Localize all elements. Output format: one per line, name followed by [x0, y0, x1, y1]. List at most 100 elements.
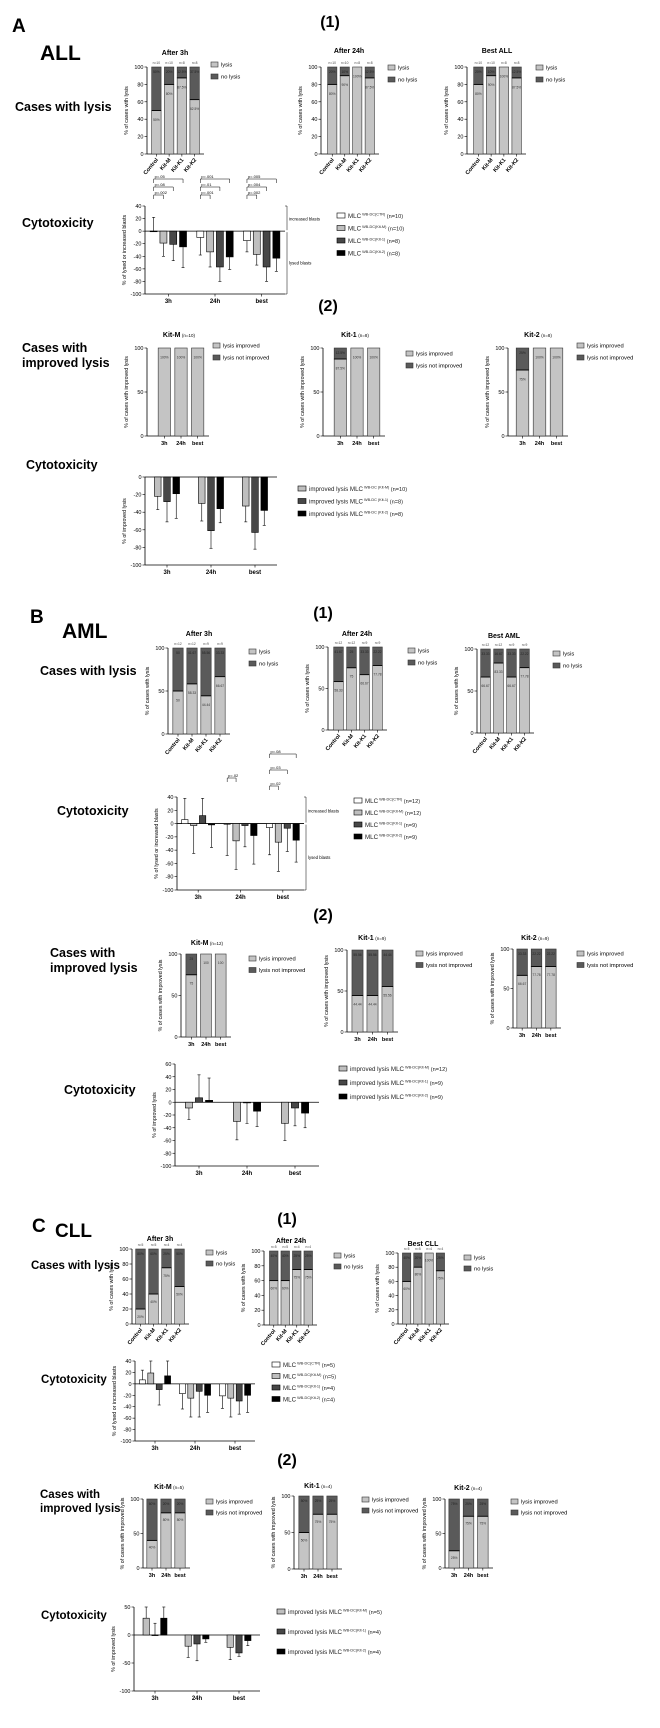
p-value-label: p=.08 [155, 182, 166, 187]
x-tick-label: 3h [151, 1446, 158, 1452]
legend-swatch [338, 1065, 348, 1072]
significance-bracket [153, 194, 164, 199]
bar-value-label: 100 [203, 961, 209, 965]
y-tick-label: 40 [125, 1359, 131, 1365]
y-axis-title: % of cases with lysis [109, 1262, 115, 1311]
legend-swatch [271, 1361, 281, 1368]
legend-swatch [336, 212, 346, 219]
bar-segment-no-lysis [200, 647, 212, 697]
x-tick-label: 3h [195, 1171, 202, 1177]
bar-kit2 [260, 476, 268, 511]
legend-label: lysis [216, 1251, 227, 1257]
bar-ctr [179, 1383, 186, 1394]
legend-swatch [338, 1079, 348, 1086]
y-tick-label: 80 [388, 1265, 394, 1271]
bar-value-label: 44.44 [383, 953, 391, 957]
y-tick-label: 100 [385, 1251, 394, 1257]
bar-segment-lysis-improved [350, 347, 364, 437]
bar-value-label: 100% [369, 356, 378, 360]
bar-kit2 [160, 1617, 168, 1636]
bar-value-label: 41.67 [334, 650, 342, 654]
y-tick-label: 100 [134, 346, 143, 352]
y-axis-title: % of lysed or increased blasts [154, 808, 160, 879]
legend-label: no lysis [221, 75, 240, 81]
bar-value-label: 58.33 [188, 691, 196, 695]
row-label-improved-line2: improved lysis [22, 356, 110, 370]
legend-label: MLCWB-DC(Kit-1) (n=4) [283, 1384, 335, 1392]
bar-value-label: 44.44 [353, 1002, 361, 1006]
legend-swatch [336, 225, 346, 231]
y-tick-label: 50 [284, 1531, 290, 1537]
bar-segment-lysis-not-improved [448, 1498, 460, 1552]
legend-superscript: WB-DC(Kit-M) [297, 1373, 322, 1377]
bar-value-label: 41.67 [188, 651, 196, 655]
y-tick-label: 20 [311, 135, 317, 141]
legend-swatch [212, 354, 221, 361]
bar-kitm [185, 1101, 193, 1109]
y-tick-label: 80 [122, 1262, 128, 1268]
x-tick-label: 24h [190, 1446, 201, 1452]
n-label: n=10 [475, 61, 483, 65]
y-tick-label: 40 [135, 204, 141, 210]
legend-n: (n=12) [431, 1067, 447, 1073]
chart-title-n: (n=12) [210, 941, 224, 946]
x-tick-label: 24h [464, 1573, 474, 1579]
x-tick-label: 24h [242, 1171, 253, 1177]
bar-value-label: 40% [270, 1254, 277, 1258]
y-tick-label: 0 [140, 434, 143, 440]
significance-bracket [200, 186, 221, 191]
x-tick-label: 3h [519, 441, 526, 447]
legend-label: lysis not improved [259, 968, 305, 974]
chart-title: After 24h [276, 1238, 306, 1245]
legend-label: lysis [474, 1256, 485, 1262]
chart-title-n: (n=10) [182, 333, 196, 338]
legend-n: (n=10) [388, 227, 404, 233]
x-tick-label: 24h [206, 570, 217, 576]
legend-label: lysis improved [416, 352, 453, 358]
y-tick-label: -80 [166, 875, 174, 881]
legend-swatch [212, 342, 221, 349]
bar-segment-lysis-improved [146, 1540, 158, 1569]
bar-value-label: 75% [519, 378, 526, 382]
legend-n: (n=12) [404, 799, 420, 805]
x-tick-label: best [368, 441, 379, 447]
bar-segment-lysis [424, 1252, 434, 1325]
bar-value-label: 66.67 [507, 684, 515, 688]
x-tick-label: 24h [532, 1033, 542, 1039]
legend-superscript: WB-DC(Kit-2) [343, 1648, 367, 1652]
row-label-cytotoxicity: Cytotoxicity [22, 216, 94, 230]
chart-title: Kit-M (n=12) [191, 940, 224, 947]
y-tick-label: 100 [155, 646, 164, 652]
y-tick-label: 100 [119, 1247, 128, 1253]
legend-swatch [535, 64, 544, 71]
bar-kitm [281, 1101, 289, 1124]
y-tick-label: 60 [165, 1062, 171, 1068]
legend-swatch [576, 342, 585, 349]
y-tick-label: 50 [435, 1532, 441, 1538]
side-label-increased: increased blasts [289, 217, 320, 222]
legend-label: lysis improved [521, 1500, 558, 1506]
legend-swatch [248, 967, 257, 973]
legend-label: improved lysis MLCWB-DC(Kit-M) (n=5) [288, 1608, 382, 1616]
legend-superscript: WB-DC (Kit-1) [364, 498, 389, 502]
y-tick-label: 0 [125, 1322, 128, 1328]
bar-kit1 [169, 230, 178, 245]
bar-value-label: 80% [329, 92, 336, 96]
x-tick-label: 24h [368, 1037, 378, 1043]
chart-title-n: (n=8) [358, 333, 369, 338]
bar-value-label: 50% [176, 1293, 183, 1297]
x-tick-label: best [192, 441, 203, 447]
bar-kitm [159, 230, 168, 244]
legend-swatch [205, 1498, 214, 1505]
legend-n: (n=9) [404, 835, 417, 841]
stacked-bar-chart-13: 0 50 100 % of cases with improved lysis Kit-… [324, 935, 472, 1043]
bar-value-label: 50 [176, 698, 180, 702]
significance-bracket [153, 178, 184, 183]
n-label: n=10 [153, 61, 161, 65]
stacked-bar-chart-22: 0 50 100 % of cases with improved lysis Kit-… [422, 1485, 567, 1579]
n-label: n=12 [348, 641, 356, 645]
bar-kit2 [244, 1634, 252, 1641]
bar-value-label: 100% [193, 356, 202, 360]
legend-superscript: WB-DC(Kit-1) [297, 1384, 321, 1388]
